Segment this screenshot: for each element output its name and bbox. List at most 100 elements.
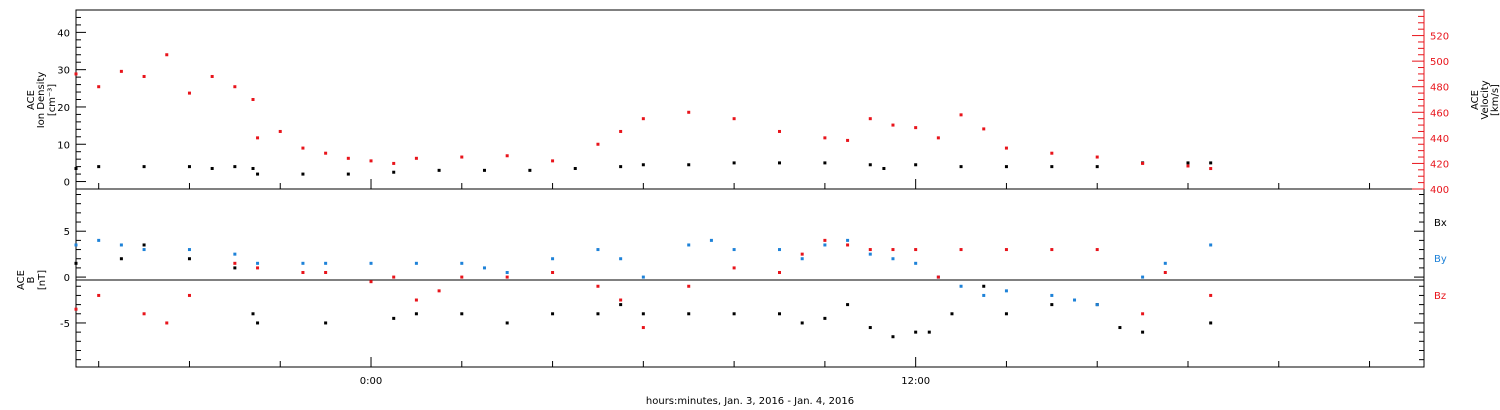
bx-point: [1004, 312, 1008, 316]
bz-point: [778, 270, 782, 274]
velocity-point: [1004, 146, 1008, 150]
velocity-point: [187, 91, 191, 95]
by-point: [324, 261, 328, 265]
density-axis-label: ACE Ion Density [cm⁻³]: [26, 72, 58, 129]
bx-point: [868, 326, 872, 330]
velocity-tick-label: 400: [1430, 185, 1449, 196]
velocity-point: [823, 136, 827, 140]
density-point: [619, 165, 623, 169]
bz-point: [914, 248, 918, 252]
by-point: [414, 261, 418, 265]
by-point: [1095, 303, 1099, 307]
velocity-point: [1095, 155, 1099, 159]
bz-point: [619, 298, 623, 302]
density-point: [187, 165, 191, 169]
density-point: [97, 165, 101, 169]
legend-bx: Bx: [1434, 218, 1447, 229]
bz-point: [868, 248, 872, 252]
b-tick-label: 5: [64, 227, 70, 238]
bz-point: [324, 270, 328, 274]
bx-point: [1209, 321, 1213, 325]
x-axis-title: hours:minutes, Jan. 3, 2016 - Jan. 4, 20…: [646, 396, 854, 407]
density-tick-label: 0: [64, 178, 70, 189]
bz-point: [732, 266, 736, 270]
by-point: [74, 243, 78, 247]
bz-point: [142, 312, 146, 316]
bx-point: [778, 312, 782, 316]
by-point: [256, 261, 260, 265]
b-axis-label-line1: ACE: [16, 270, 27, 290]
density-point: [1095, 165, 1099, 169]
bz-point: [460, 275, 464, 279]
velocity-point: [324, 151, 328, 155]
by-point: [800, 257, 804, 261]
velocity-axis-label-line1: ACE: [1470, 90, 1481, 110]
bz-point: [369, 280, 373, 284]
by-point: [687, 243, 691, 247]
by-point: [959, 284, 963, 288]
velocity-point: [505, 154, 509, 158]
bz-point: [97, 293, 101, 297]
bx-point: [460, 312, 464, 316]
by-point: [482, 266, 486, 270]
x-tick-label: 12:00: [901, 376, 930, 387]
by-point: [142, 248, 146, 252]
by-point: [505, 270, 509, 274]
bx-point: [619, 303, 623, 307]
bx-point: [251, 312, 255, 316]
density-tick-label: 40: [57, 28, 70, 39]
density-point: [528, 168, 532, 172]
by-point: [301, 261, 305, 265]
by-point: [641, 275, 645, 279]
top-panel-frame: [75, 9, 1425, 190]
density-point: [482, 168, 486, 172]
bx-point: [914, 330, 918, 334]
bx-point: [119, 257, 123, 261]
velocity-tick-label: 460: [1430, 108, 1449, 119]
by-point: [619, 257, 623, 261]
b-axis-label-line2: B: [26, 276, 37, 283]
density-point: [1050, 165, 1054, 169]
velocity-point: [868, 117, 872, 121]
bz-point: [959, 248, 963, 252]
bx-point: [891, 335, 895, 339]
density-point: [256, 172, 260, 176]
velocity-point: [641, 117, 645, 121]
density-point: [882, 166, 886, 170]
by-point: [823, 243, 827, 247]
velocity-point: [1209, 167, 1213, 171]
velocity-point: [278, 129, 282, 133]
density-point: [210, 166, 214, 170]
density-point: [301, 172, 305, 176]
bz-point: [74, 307, 78, 311]
by-point: [846, 238, 850, 242]
density-point: [732, 161, 736, 165]
velocity-point: [732, 117, 736, 121]
density-point: [346, 172, 350, 176]
density-point: [778, 161, 782, 165]
by-point: [460, 261, 464, 265]
density-point: [142, 165, 146, 169]
velocity-tick-label: 480: [1430, 83, 1449, 94]
bx-point: [641, 312, 645, 316]
bz-point: [1004, 248, 1008, 252]
velocity-point: [914, 126, 918, 130]
bx-point: [596, 312, 600, 316]
bx-point: [823, 316, 827, 320]
velocity-point: [687, 110, 691, 114]
bx-point: [950, 312, 954, 316]
velocity-point: [778, 129, 782, 133]
density-point: [573, 166, 577, 170]
bz-point: [165, 321, 169, 325]
bz-point: [641, 326, 645, 330]
density-axis-label-line2: Ion Density: [36, 72, 47, 129]
density-point: [233, 165, 237, 169]
velocity-point: [1141, 161, 1145, 165]
velocity-point: [936, 136, 940, 140]
b-axis-label: ACE B [nT]: [16, 270, 48, 290]
density-point: [1186, 161, 1190, 165]
bx-point: [414, 312, 418, 316]
bx-point: [800, 321, 804, 325]
velocity-axis-label-line2: Velocity: [1480, 80, 1491, 119]
density-point: [959, 165, 963, 169]
